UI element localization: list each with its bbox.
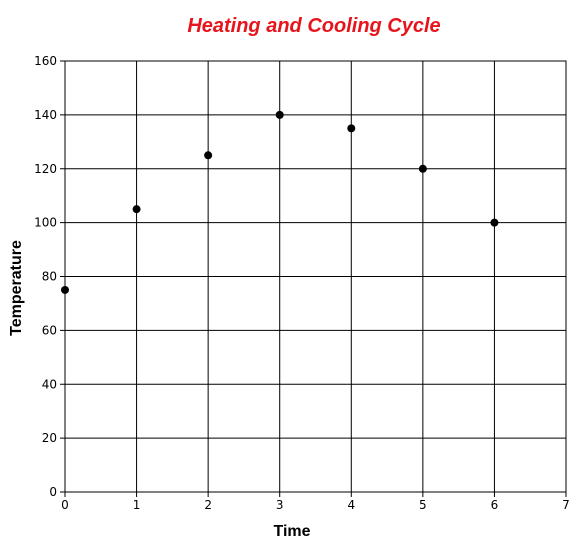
y-tick-label: 100 — [34, 216, 57, 230]
y-tick-label: 120 — [34, 162, 57, 176]
x-tick-label: 1 — [133, 498, 141, 512]
y-tick-label: 140 — [34, 108, 57, 122]
x-tick-label: 0 — [61, 498, 69, 512]
data-point — [347, 124, 356, 133]
plot-area — [64, 60, 567, 493]
y-tick-label: 60 — [42, 323, 57, 337]
x-tick-label: 5 — [419, 498, 427, 512]
y-axis-title: Temperature — [8, 240, 25, 336]
x-tick-label: 4 — [347, 498, 355, 512]
chart-title: Heating and Cooling Cycle — [187, 15, 440, 37]
y-tick-label: 160 — [34, 54, 57, 68]
data-point — [275, 110, 284, 119]
y-tick-label: 80 — [42, 270, 57, 284]
data-point — [418, 164, 427, 173]
x-tick-label: 6 — [491, 498, 499, 512]
data-points — [61, 110, 499, 294]
data-point — [132, 205, 141, 214]
x-tick-label: 7 — [562, 498, 570, 512]
x-tick-label: 2 — [204, 498, 212, 512]
data-point — [204, 151, 213, 160]
x-tick-label: 3 — [276, 498, 284, 512]
y-tick-label: 20 — [42, 431, 57, 445]
grid — [60, 60, 567, 497]
tick-labels: 0 1 2 3 4 5 6 7 0 20 40 60 80 100 120 140 160 — [34, 54, 570, 512]
y-tick-label: 0 — [49, 485, 57, 499]
x-axis-title: Time — [273, 523, 310, 540]
data-point — [490, 218, 499, 227]
y-tick-label: 40 — [42, 377, 57, 391]
